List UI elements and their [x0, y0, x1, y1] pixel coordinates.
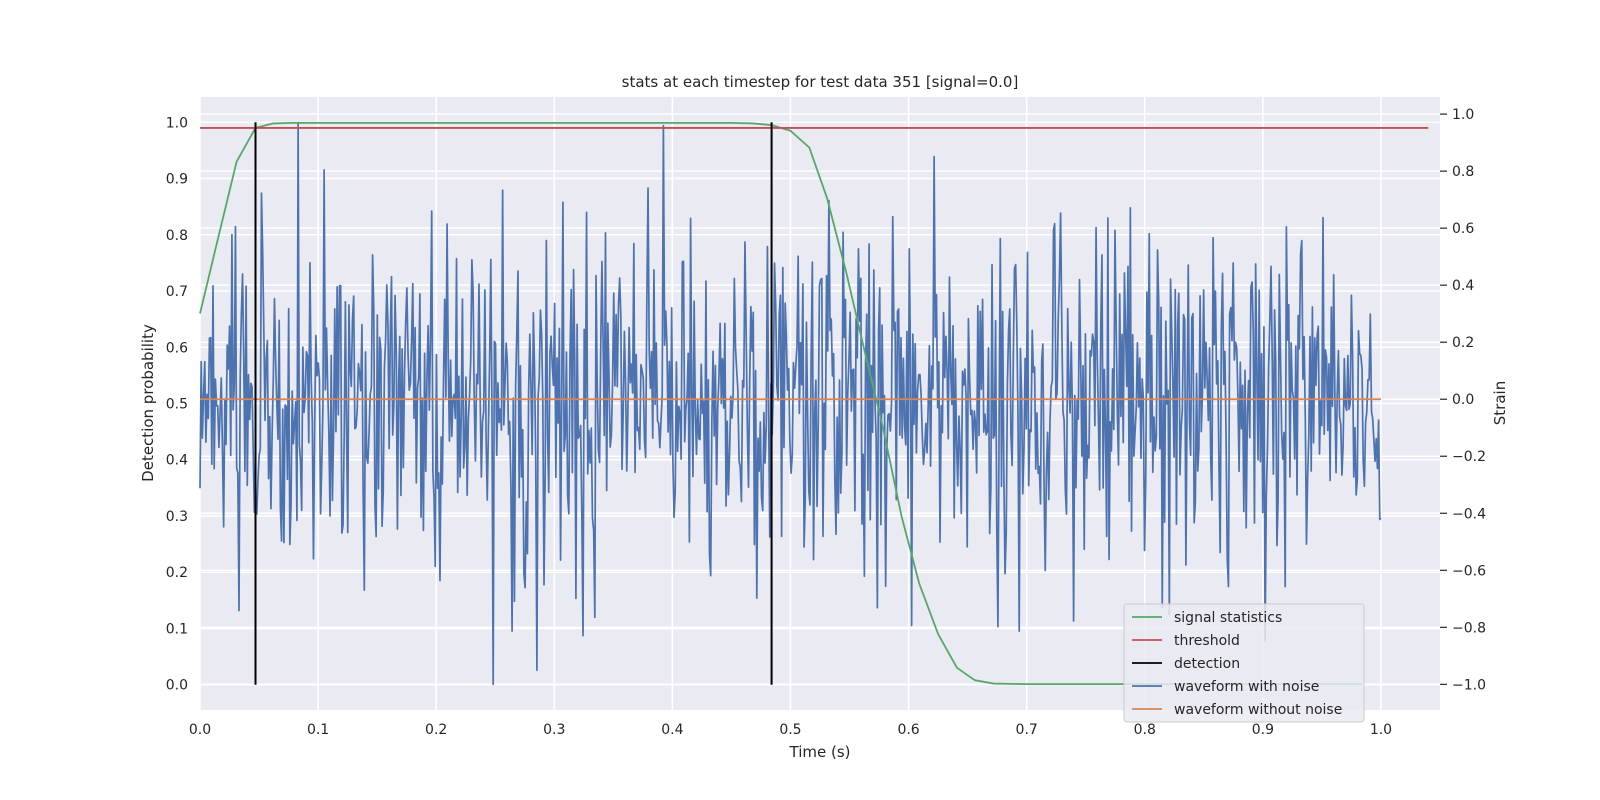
- x-tick-label: 1.0: [1370, 722, 1392, 738]
- x-tick-label: 0.8: [1134, 722, 1156, 738]
- x-tick-label: 0.0: [189, 722, 211, 738]
- y-tick-label: 0.1: [166, 621, 188, 637]
- y2-tick-label: −0.6: [1452, 563, 1486, 579]
- y2-tick-label: 0.0: [1452, 392, 1474, 408]
- y2-axis-label: Strain: [1491, 381, 1509, 425]
- y-tick-label: 0.2: [166, 565, 188, 581]
- series-signal-statistics: [199, 121, 1363, 686]
- x-axis-label: Time (s): [789, 743, 851, 761]
- legend-label: signal statistics: [1174, 610, 1282, 626]
- y2-tick-label: 0.2: [1452, 335, 1474, 351]
- chart-title: stats at each timestep for test data 351…: [622, 73, 1019, 91]
- y2-tick-label: −1.0: [1452, 677, 1486, 693]
- series-layer: [199, 121, 1429, 686]
- y-tick-label: 0.9: [166, 172, 188, 188]
- y-tick-label: 1.0: [166, 115, 188, 131]
- y2-tick-label: −0.4: [1452, 506, 1486, 522]
- y-tick-label: 0.8: [166, 228, 188, 244]
- legend-label: threshold: [1174, 633, 1240, 649]
- x-tick-label: 0.5: [779, 722, 801, 738]
- tick-labels: 0.0 0.1 0.2 0.3 0.4 0.5 0.6 0.7 0.8 0.9 1.0 0.0 0.1 0…: [166, 107, 1486, 738]
- x-tick-label: 0.3: [543, 722, 565, 738]
- x-tick-label: 0.6: [897, 722, 919, 738]
- y-tick-label: 0.3: [166, 509, 188, 525]
- x-tick-label: 0.9: [1252, 722, 1274, 738]
- y2-tick-label: 0.4: [1452, 278, 1474, 294]
- legend-label: waveform with noise: [1174, 679, 1319, 695]
- legend-box: [1123, 603, 1365, 723]
- x-tick-label: 0.2: [425, 722, 447, 738]
- y-tick-label: 0.5: [166, 397, 188, 413]
- y-tick-label: 0.4: [166, 453, 188, 469]
- series-waveform-with-noise: [199, 121, 1382, 686]
- x-tick-label: 0.7: [1016, 722, 1038, 738]
- y2-tick-label: 0.8: [1452, 164, 1474, 180]
- y-tick-label: 0.6: [166, 340, 188, 356]
- legend-label: detection: [1174, 656, 1240, 672]
- y2-tick-label: −0.8: [1452, 620, 1486, 636]
- y2-tick-label: −0.2: [1452, 449, 1486, 465]
- y-tick-label: 0.0: [166, 678, 188, 694]
- y-tick-label: 0.7: [166, 284, 188, 300]
- x-tick-label: 0.1: [307, 722, 329, 738]
- y2-tick-label: 0.6: [1452, 221, 1474, 237]
- y2-tick-label: 1.0: [1452, 107, 1474, 123]
- legend: signal statistics threshold detection wavef…: [1123, 603, 1365, 723]
- legend-label: waveform without noise: [1174, 702, 1342, 718]
- x-tick-label: 0.4: [661, 722, 683, 738]
- y-axis-label: Detection probability: [139, 324, 157, 482]
